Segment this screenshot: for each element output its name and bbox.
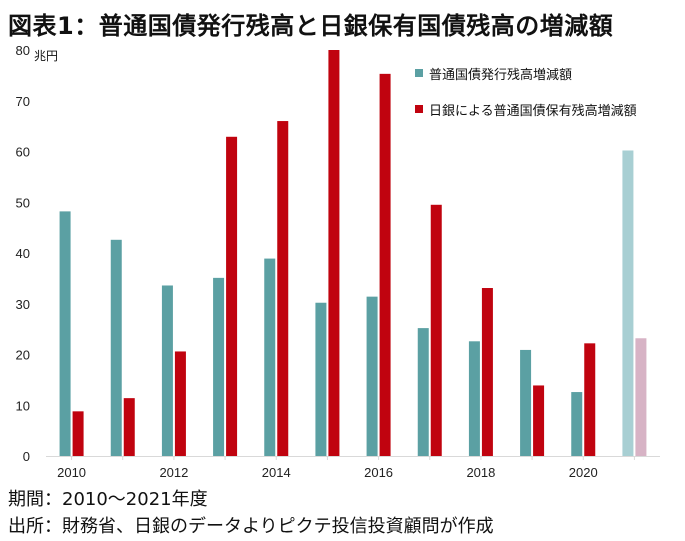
x-tick-label: 2010 [57, 465, 86, 480]
bar-boj-2019 [533, 385, 545, 456]
bar-boj-2015 [328, 50, 340, 456]
x-tick-label: 2014 [262, 465, 291, 480]
bar-boj-2011 [123, 398, 135, 456]
bar-issuance-2019 [520, 349, 532, 456]
y-tick-label: 70 [16, 94, 30, 109]
x-tick-label: 2020 [569, 465, 598, 480]
bar-issuance-2012 [161, 285, 173, 456]
y-tick-label: 10 [16, 398, 30, 413]
bar-boj-2014 [277, 121, 289, 457]
bar-issuance-2011 [110, 239, 122, 456]
bar-issuance-2020 [571, 392, 583, 456]
legend-item-boj: 日銀による普通国債保有残高増減額 [415, 98, 637, 120]
bar-chart: 0 10 20 30 40 50 60 70 80 2010 2012 2014 2016 2018 202… [16, 43, 660, 480]
bar-boj-2018 [481, 288, 493, 456]
bar-boj-2017 [430, 204, 442, 456]
bar-boj-2013 [226, 136, 238, 456]
x-tick-label: 2012 [159, 465, 188, 480]
legend-label-boj: 日銀による普通国債保有残高増減額 [429, 103, 637, 119]
legend-swatch-boj [415, 105, 423, 113]
legend: 普通国債発行残高増減額 日銀による普通国債保有残高増減額 [415, 62, 637, 134]
chart-title: 図表1：普通国債発行残高と日銀保有国債残高の増減額 [8, 12, 614, 40]
bar-boj-2010 [72, 411, 84, 456]
legend-item-issuance: 普通国債発行残高増減額 [415, 62, 637, 84]
y-tick-label: 0 [23, 449, 30, 464]
x-tick-label: 2018 [466, 465, 495, 480]
bar-boj-2012 [174, 351, 186, 456]
y-tick-label: 80 [16, 43, 30, 58]
bar-issuance-2021 [622, 150, 634, 457]
bar-boj-2016 [379, 73, 391, 456]
bar-issuance-2010 [59, 211, 71, 456]
bar-boj-2020 [584, 343, 596, 456]
y-tick-label: 60 [16, 145, 30, 160]
bar-issuance-2018 [468, 341, 480, 456]
x-tick-label: 2016 [364, 465, 393, 480]
y-tick-label: 20 [16, 348, 30, 363]
y-tick-label: 30 [16, 297, 30, 312]
bar-issuance-2013 [213, 277, 225, 456]
footer-period: 期間：2010～2021年度 [8, 489, 208, 510]
y-tick-label: 50 [16, 195, 30, 210]
legend-swatch-issuance [415, 69, 423, 77]
bar-issuance-2017 [417, 328, 429, 456]
bar-issuance-2015 [315, 302, 327, 456]
footer-source: 出所：財務省、日銀のデータよりピクテ投信投資顧問が作成 [8, 516, 494, 537]
y-tick-label: 40 [16, 246, 30, 261]
bar-issuance-2014 [264, 258, 276, 456]
bar-issuance-2016 [366, 296, 378, 456]
legend-label-issuance: 普通国債発行残高増減額 [429, 67, 573, 83]
bar-boj-2021 [635, 338, 647, 456]
y-axis-unit: 兆円 [34, 49, 59, 63]
